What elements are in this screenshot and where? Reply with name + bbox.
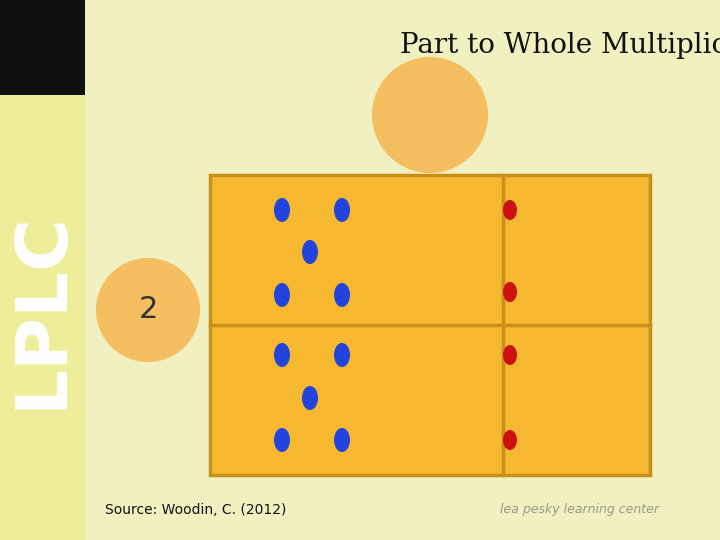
Ellipse shape bbox=[274, 198, 290, 222]
Circle shape bbox=[372, 57, 488, 173]
Ellipse shape bbox=[302, 240, 318, 264]
Ellipse shape bbox=[334, 198, 350, 222]
Text: lea pesky learning center: lea pesky learning center bbox=[500, 503, 660, 516]
Ellipse shape bbox=[274, 283, 290, 307]
Bar bbox=[0, 0, 85, 95]
Ellipse shape bbox=[503, 282, 517, 302]
Bar bbox=[210, 175, 650, 475]
Ellipse shape bbox=[334, 343, 350, 367]
Ellipse shape bbox=[503, 200, 517, 220]
Ellipse shape bbox=[302, 386, 318, 410]
Ellipse shape bbox=[334, 283, 350, 307]
Text: LPLC: LPLC bbox=[7, 211, 76, 409]
Ellipse shape bbox=[96, 258, 200, 362]
Ellipse shape bbox=[334, 428, 350, 452]
Bar bbox=[0, 0, 85, 540]
Text: Part to Whole Multiplication: Part to Whole Multiplication bbox=[400, 32, 720, 59]
Text: 2: 2 bbox=[138, 295, 158, 325]
Ellipse shape bbox=[503, 345, 517, 365]
Ellipse shape bbox=[274, 428, 290, 452]
Text: Source: Woodin, C. (2012): Source: Woodin, C. (2012) bbox=[105, 503, 287, 517]
Ellipse shape bbox=[274, 343, 290, 367]
Ellipse shape bbox=[503, 430, 517, 450]
